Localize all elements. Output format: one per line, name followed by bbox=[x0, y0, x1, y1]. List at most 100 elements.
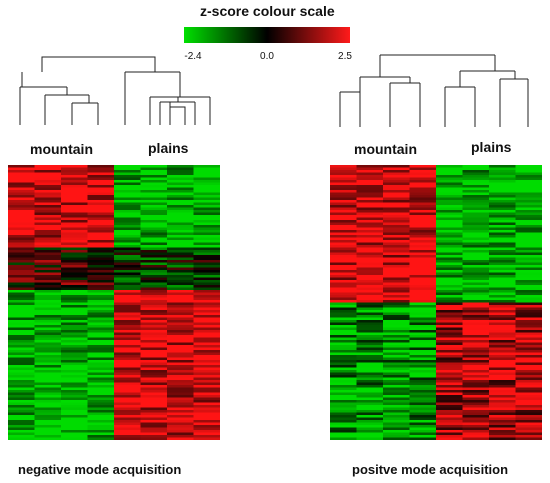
heatmap-cell bbox=[114, 272, 141, 276]
heatmap-cell bbox=[515, 215, 542, 218]
heatmap-cell bbox=[462, 370, 490, 373]
heatmap-cell bbox=[167, 380, 194, 383]
heatmap-cell bbox=[436, 365, 463, 368]
heatmap-cell bbox=[436, 242, 463, 246]
heatmap-cell bbox=[193, 322, 220, 326]
heatmap-cell bbox=[8, 365, 35, 368]
heatmap-cell bbox=[383, 380, 410, 383]
heatmap-cell bbox=[193, 407, 220, 411]
heatmap-cell bbox=[167, 245, 194, 248]
heatmap-cell bbox=[193, 335, 220, 338]
heatmap-cell bbox=[167, 300, 194, 303]
heatmap-cell bbox=[61, 327, 88, 331]
heatmap-cell bbox=[8, 345, 35, 348]
heatmap-cell bbox=[167, 382, 194, 386]
heatmap-cell bbox=[193, 277, 220, 281]
heatmap-cell bbox=[193, 327, 220, 331]
heatmap-cell bbox=[87, 422, 115, 426]
heatmap-cell bbox=[61, 295, 88, 298]
heatmap-cell bbox=[356, 172, 384, 176]
heatmap-cell bbox=[140, 347, 168, 351]
heatmap-cell bbox=[330, 305, 357, 308]
heatmap-cell bbox=[8, 195, 35, 198]
heatmap-cell bbox=[114, 212, 141, 216]
heatmap-cell bbox=[436, 330, 463, 333]
heatmap-cell bbox=[8, 257, 35, 261]
heatmap-cell bbox=[167, 275, 194, 278]
heatmap-cell bbox=[87, 187, 115, 191]
heatmap-cell bbox=[8, 167, 35, 171]
heatmap-cell bbox=[409, 237, 437, 241]
heatmap-cell bbox=[87, 290, 115, 293]
heatmap-cell bbox=[383, 360, 410, 363]
heatmap-cell bbox=[193, 175, 220, 178]
heatmap-cell bbox=[436, 322, 463, 326]
heatmap-cell bbox=[193, 380, 220, 383]
heatmap-cell bbox=[515, 302, 542, 306]
heatmap-cell bbox=[462, 212, 490, 216]
heatmap-cell bbox=[356, 392, 384, 396]
heatmap-cell bbox=[515, 365, 542, 368]
heatmap-cell bbox=[462, 420, 490, 423]
heatmap-cell bbox=[515, 312, 542, 316]
heatmap-cell bbox=[436, 320, 463, 323]
heatmap-cell bbox=[167, 410, 194, 413]
heatmap-cell bbox=[87, 250, 115, 253]
heatmap-cell bbox=[462, 170, 490, 173]
heatmap-cell bbox=[8, 315, 35, 318]
heatmap-cell bbox=[489, 302, 516, 306]
heatmap-cell bbox=[409, 307, 437, 311]
heatmap-cell bbox=[8, 297, 35, 301]
heatmap-cell bbox=[61, 422, 88, 426]
heatmap-cell bbox=[8, 270, 35, 273]
heatmap-cell bbox=[515, 347, 542, 351]
heatmap-cell bbox=[515, 330, 542, 333]
heatmap-cell bbox=[383, 425, 410, 428]
heatmap-cell bbox=[140, 400, 168, 403]
heatmap-cell bbox=[193, 357, 220, 361]
heatmap-cell bbox=[489, 410, 516, 413]
heatmap-cell bbox=[383, 315, 410, 318]
heatmap-cell bbox=[8, 415, 35, 418]
heatmap-cell bbox=[140, 305, 168, 308]
heatmap-cell bbox=[462, 205, 490, 208]
heatmap-cell bbox=[167, 170, 194, 173]
heatmap-cell bbox=[462, 282, 490, 286]
heatmap-cell bbox=[436, 280, 463, 283]
heatmap-cell bbox=[515, 380, 542, 383]
heatmap-cell bbox=[61, 317, 88, 321]
heatmap-cell bbox=[61, 382, 88, 386]
heatmap-cell bbox=[140, 377, 168, 381]
heatmap-cell bbox=[167, 305, 194, 308]
heatmap-cell bbox=[409, 240, 437, 243]
heatmap-cell bbox=[193, 330, 220, 333]
heatmap-cell bbox=[114, 245, 141, 248]
heatmap-cell bbox=[330, 332, 357, 336]
heatmap-cell bbox=[8, 352, 35, 356]
heatmap-cell bbox=[436, 262, 463, 266]
heatmap-cell bbox=[61, 252, 88, 256]
dendrogram-right bbox=[339, 54, 529, 127]
heatmap-cell bbox=[61, 245, 88, 248]
heatmap-cell bbox=[436, 310, 463, 313]
heatmap-cell bbox=[356, 210, 384, 213]
heatmap-cell bbox=[87, 392, 115, 396]
heatmap-cell bbox=[356, 237, 384, 241]
heatmap-cell bbox=[193, 360, 220, 363]
heatmap-cell bbox=[8, 275, 35, 278]
heatmap-cell bbox=[34, 335, 62, 338]
heatmap-cell bbox=[409, 427, 437, 431]
heatmap-cell bbox=[436, 197, 463, 201]
heatmap-cell bbox=[330, 275, 357, 278]
heatmap-cell bbox=[489, 392, 516, 396]
heatmap-cell bbox=[114, 247, 141, 251]
heatmap-cell bbox=[436, 237, 463, 241]
heatmap-cell bbox=[409, 200, 437, 203]
heatmap-cell bbox=[34, 312, 62, 316]
heatmap-cell bbox=[140, 395, 168, 398]
heatmap-cell bbox=[462, 432, 490, 436]
heatmap-cell bbox=[436, 177, 463, 181]
heatmap-cell bbox=[167, 197, 194, 201]
heatmap-cell bbox=[193, 422, 220, 426]
heatmap-cell bbox=[330, 310, 357, 313]
